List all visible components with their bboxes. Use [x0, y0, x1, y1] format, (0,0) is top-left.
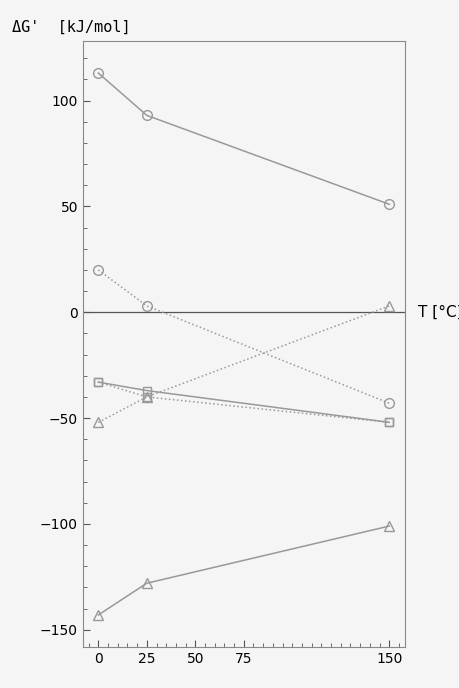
- Text: T [°C]: T [°C]: [417, 305, 459, 320]
- Text: ΔG'  [kJ/mol]: ΔG' [kJ/mol]: [12, 20, 130, 35]
